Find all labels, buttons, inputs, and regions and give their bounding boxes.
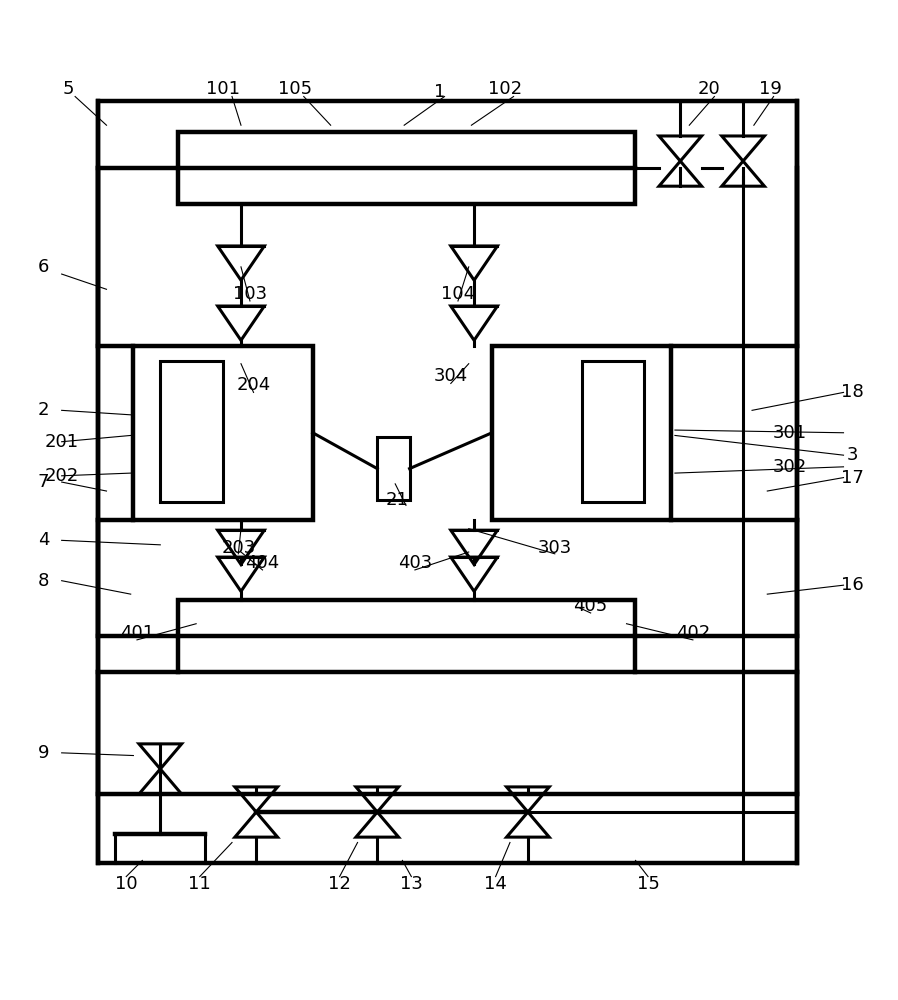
Text: 101: 101 — [206, 80, 240, 98]
Text: 404: 404 — [245, 554, 279, 572]
Bar — [492, 346, 672, 520]
Text: 14: 14 — [484, 875, 507, 893]
Text: 402: 402 — [676, 624, 710, 642]
Text: 203: 203 — [221, 539, 255, 557]
Text: 405: 405 — [574, 597, 608, 615]
Text: 304: 304 — [434, 367, 468, 385]
Bar — [178, 600, 636, 672]
Text: 12: 12 — [328, 875, 351, 893]
Text: 3: 3 — [847, 446, 858, 464]
Bar — [98, 101, 797, 863]
Text: 4: 4 — [38, 531, 49, 549]
Text: 7: 7 — [38, 473, 49, 491]
Text: 9: 9 — [38, 744, 49, 762]
Text: 15: 15 — [637, 875, 659, 893]
Text: 103: 103 — [233, 285, 267, 303]
Text: 17: 17 — [841, 469, 864, 487]
Text: 302: 302 — [772, 458, 806, 476]
Text: 16: 16 — [841, 576, 864, 594]
Text: 5: 5 — [62, 80, 74, 98]
Bar — [377, 437, 409, 500]
Text: 204: 204 — [236, 376, 270, 394]
Text: 13: 13 — [400, 875, 423, 893]
Text: 102: 102 — [488, 80, 522, 98]
Text: 20: 20 — [698, 80, 720, 98]
Text: 10: 10 — [115, 875, 137, 893]
Text: 301: 301 — [772, 424, 806, 442]
Bar — [134, 346, 313, 520]
Text: 19: 19 — [759, 80, 781, 98]
Text: 11: 11 — [189, 875, 211, 893]
Text: 202: 202 — [45, 467, 79, 485]
Text: 2: 2 — [38, 401, 49, 419]
Text: 104: 104 — [441, 285, 475, 303]
Text: 303: 303 — [538, 539, 572, 557]
Text: 8: 8 — [38, 572, 49, 590]
Text: 201: 201 — [45, 433, 79, 451]
Text: 21: 21 — [385, 491, 409, 509]
Text: 1: 1 — [435, 83, 445, 101]
Text: 105: 105 — [277, 80, 312, 98]
Bar — [178, 132, 636, 204]
Text: 6: 6 — [38, 258, 49, 276]
Bar — [160, 361, 223, 502]
Bar — [582, 361, 645, 502]
Text: 403: 403 — [398, 554, 432, 572]
Text: 401: 401 — [120, 624, 154, 642]
Text: 18: 18 — [841, 383, 864, 401]
